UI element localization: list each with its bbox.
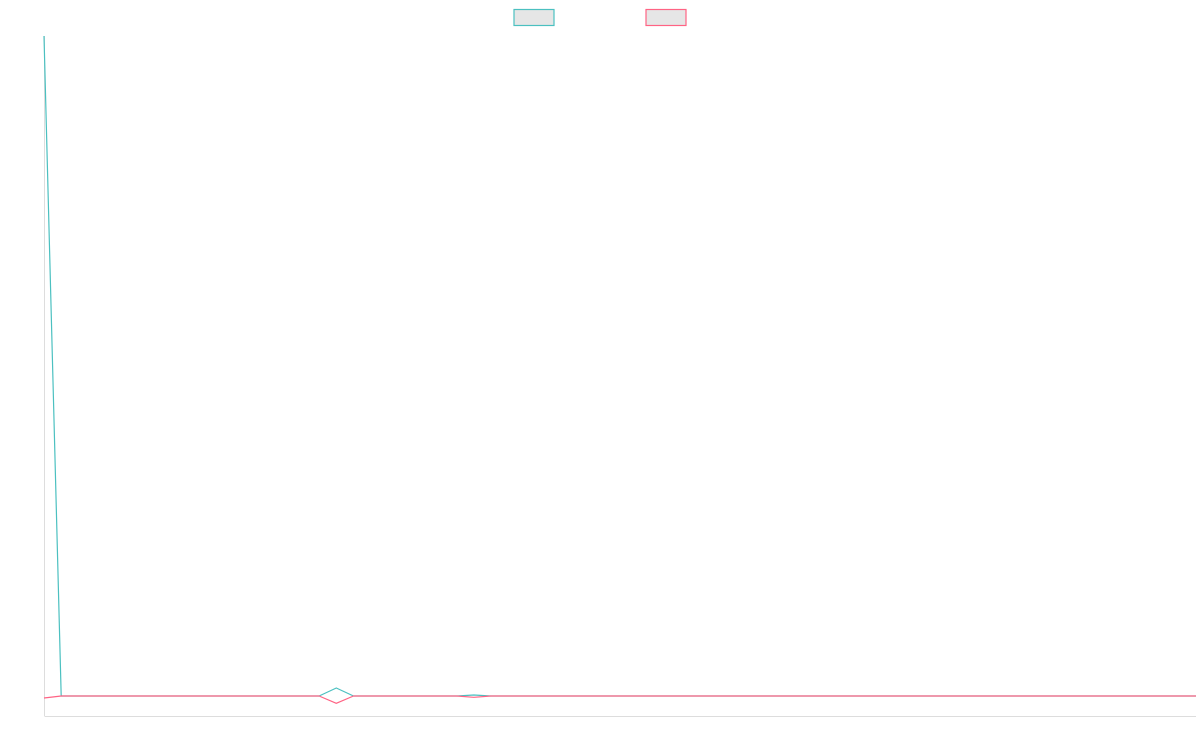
- series-line-2: [43, 695, 1196, 704]
- legend-item-2[interactable]: [645, 8, 687, 27]
- legend-swatch-1: [513, 8, 555, 27]
- legend: [513, 8, 687, 27]
- series-layer: [43, 35, 1196, 704]
- series-line-1: [43, 35, 1196, 697]
- legend-item-1[interactable]: [513, 8, 555, 27]
- legend-swatch-2: [645, 8, 687, 27]
